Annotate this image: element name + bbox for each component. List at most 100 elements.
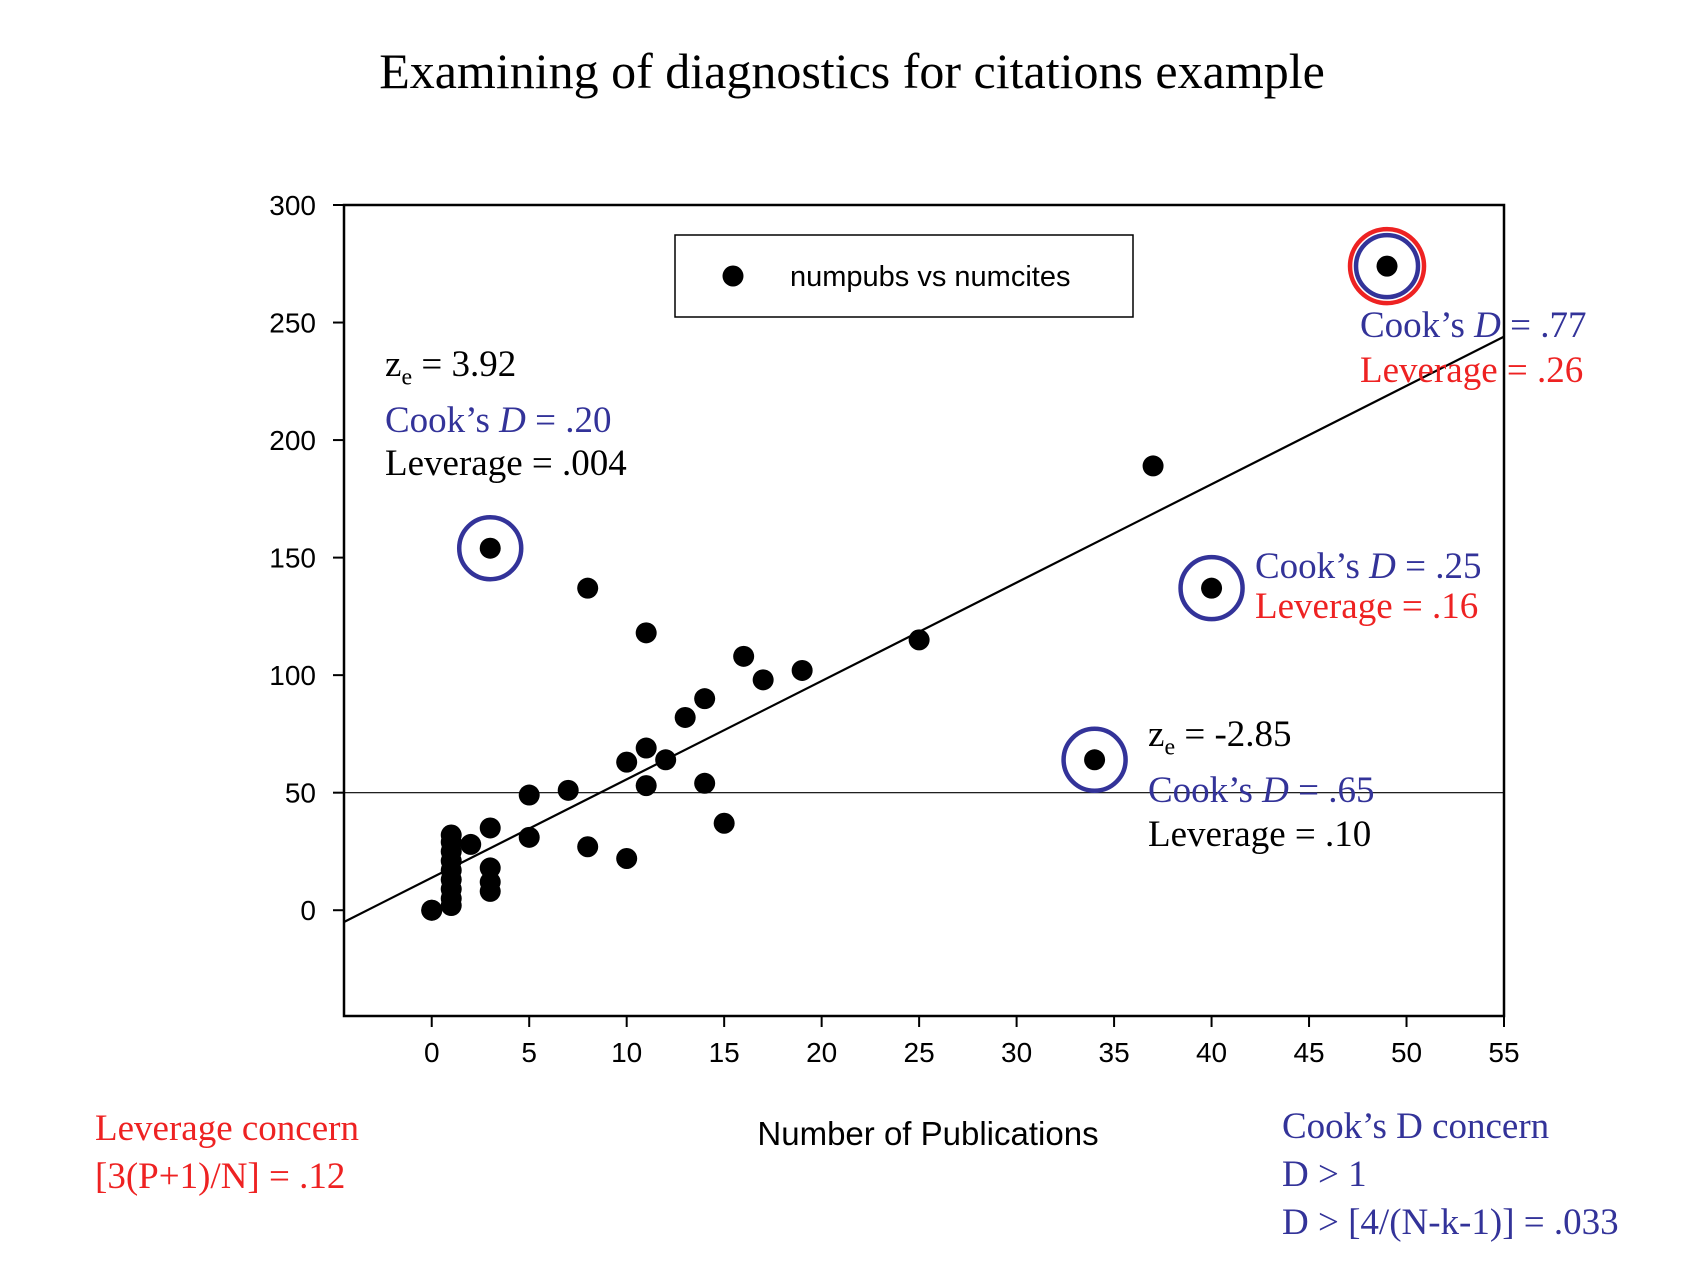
y-tick-label: 100 [269,660,316,691]
annotation-text: = .65 [1288,770,1375,812]
data-point [694,688,716,710]
data-point [1084,749,1106,771]
data-point [694,772,716,794]
plot-frame [342,203,1506,1018]
data-point [1142,455,1164,477]
annotation-text: = .25 [1395,546,1482,587]
blue-highlight-ring [1353,232,1421,300]
regression-line-group [343,335,1505,923]
x-tick-label: 35 [1099,1037,1130,1068]
legend-label: numpubs vs numcites [790,261,1070,293]
data-point [577,577,599,599]
annotation-prefix: z [385,344,402,385]
annotation-line: Leverage = .16 [1255,587,1481,627]
slide-title: Examining of diagnostics for citations e… [379,43,1325,99]
x-axis-label: Number of Publications [757,1115,1098,1152]
annotation-line: Cook’s D = .20 [385,399,627,442]
x-tick-label: 15 [709,1037,740,1068]
data-point [557,779,579,801]
annotation-italic: D [1262,770,1289,812]
plot-border [342,203,1506,1018]
annotation-line: Cook’s D = .77 [1360,303,1586,348]
annotation-a4: ze = -2.85 Cook’s D = .65 Leverage = .10 [1148,713,1374,857]
data-point [752,669,774,691]
annotation-prefix: Cook’s [385,400,500,442]
leverage-concern-title: Leverage concern [95,1108,359,1149]
annotation-text: Leverage = .26 [1360,350,1584,391]
y-tick-label: 50 [285,778,316,809]
data-point [635,775,657,797]
annotation-prefix: z [1148,714,1165,755]
data-point [616,751,638,773]
annotation-line: Leverage = .004 [385,442,627,485]
annotation-line: Cook’s D = .25 [1255,547,1481,587]
annotation-text: = .20 [525,400,612,442]
data-point [635,737,657,759]
data-point [479,817,501,839]
x-tick-label: 45 [1293,1037,1324,1068]
annotation-text: = .77 [1500,305,1587,346]
cooks-concern-title: Cook’s D concern [1282,1106,1550,1147]
cooks-concern-rule1: D > 1 [1282,1154,1367,1195]
y-tick-label: 150 [269,543,316,574]
data-point [577,836,599,858]
data-point [479,537,501,559]
annotation-a3: Cook’s D = .25 Leverage = .16 [1255,547,1481,627]
x-tick-label: 5 [521,1037,537,1068]
data-point [1376,255,1398,277]
data-point [791,659,813,681]
data-point [460,833,482,855]
data-points [421,255,1398,921]
y-tick-label: 0 [300,895,316,926]
leverage-concern-note: Leverage concern [3(P+1)/N] = .12 [95,1105,359,1201]
blue-highlight-ring [1178,554,1245,622]
annotation-italic: D [1369,546,1396,587]
annotation-subscript: e [1164,734,1176,761]
annotation-text: = -2.85 [1175,714,1292,755]
x-axis-ticks: 0 5 10 15 20 25 30 35 40 45 50 55 [424,1016,1520,1068]
data-point [1201,577,1223,599]
blue-highlight-ring [1061,726,1128,794]
annotation-a2: Cook’s D = .77 Leverage = .26 [1360,303,1586,393]
y-tick-label: 250 [269,308,316,339]
annotation-text: Leverage = .16 [1255,586,1479,627]
legend-box [674,234,1134,318]
data-point [908,629,930,651]
data-point [518,784,540,806]
legend: numpubs vs numcites [674,234,1134,318]
data-point [479,857,501,879]
annotation-a1: ze = 3.92 Cook’s D = .20 Leverage = .004 [385,343,627,485]
cooks-concern-note: Cook’s D concern D > 1 D > [4/(N-k-1)] =… [1282,1103,1619,1247]
x-axis-label-group: Number of Publications [757,1115,1098,1152]
x-tick-label: 25 [904,1037,935,1068]
cooks-concern-rule2: D > [4/(N-k-1)] = .033 [1282,1202,1619,1243]
regression-line [343,335,1505,923]
legend-marker [722,265,744,287]
data-point [616,848,638,870]
annotation-prefix: Cook’s [1360,305,1475,346]
annotation-line: Leverage = .26 [1360,348,1586,393]
data-point [421,899,443,921]
y-axis-ticks: 0 50 100 150 200 250 300 [269,190,344,926]
highlight-rings [456,226,1427,794]
x-tick-label: 40 [1196,1037,1227,1068]
data-point [635,622,657,644]
data-point [655,749,677,771]
x-tick-label: 0 [424,1037,440,1068]
annotation-line: Cook’s D = .65 [1148,769,1374,813]
x-tick-label: 50 [1391,1037,1422,1068]
red-highlight-ring [1347,226,1427,306]
x-tick-label: 55 [1488,1037,1519,1068]
annotation-prefix: Cook’s [1255,546,1370,587]
data-point [733,645,755,667]
y-tick-label: 200 [269,425,316,456]
annotation-prefix: Cook’s [1148,770,1263,812]
annotation-line: ze = -2.85 [1148,713,1374,769]
leverage-concern-formula: [3(P+1)/N] = .12 [95,1156,346,1197]
blue-highlight-ring [456,514,524,582]
annotation-subscript: e [401,364,413,391]
x-tick-label: 20 [806,1037,837,1068]
annotation-line: ze = 3.92 [385,343,627,399]
